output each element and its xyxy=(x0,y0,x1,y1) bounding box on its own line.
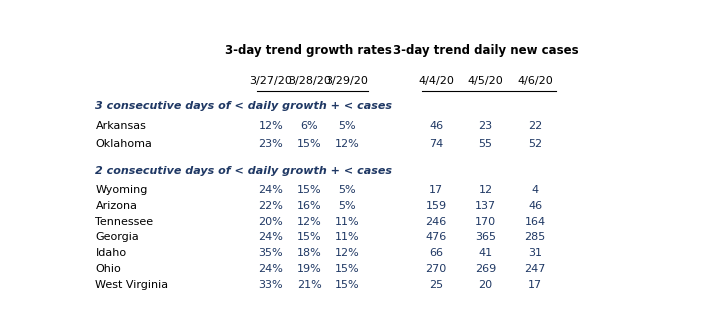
Text: West Virginia: West Virginia xyxy=(95,280,169,290)
Text: 15%: 15% xyxy=(297,185,321,195)
Text: 137: 137 xyxy=(475,201,496,211)
Text: Georgia: Georgia xyxy=(95,232,139,242)
Text: 15%: 15% xyxy=(297,232,321,242)
Text: Arizona: Arizona xyxy=(95,201,137,211)
Text: 476: 476 xyxy=(425,232,447,242)
Text: 74: 74 xyxy=(429,139,443,149)
Text: 31: 31 xyxy=(528,248,542,258)
Text: 21%: 21% xyxy=(297,280,321,290)
Text: 4/4/20: 4/4/20 xyxy=(418,76,454,86)
Text: Idaho: Idaho xyxy=(95,248,127,258)
Text: 4: 4 xyxy=(532,185,539,195)
Text: 17: 17 xyxy=(429,185,443,195)
Text: 6%: 6% xyxy=(301,121,318,131)
Text: 46: 46 xyxy=(429,121,443,131)
Text: 270: 270 xyxy=(425,264,447,274)
Text: 52: 52 xyxy=(528,139,542,149)
Text: 23: 23 xyxy=(479,121,493,131)
Text: 23%: 23% xyxy=(258,139,283,149)
Text: 18%: 18% xyxy=(297,248,321,258)
Text: 24%: 24% xyxy=(258,264,283,274)
Text: 41: 41 xyxy=(479,248,493,258)
Text: 35%: 35% xyxy=(258,248,283,258)
Text: 4/6/20: 4/6/20 xyxy=(518,76,553,86)
Text: 365: 365 xyxy=(475,232,496,242)
Text: 269: 269 xyxy=(475,264,496,274)
Text: 15%: 15% xyxy=(297,139,321,149)
Text: 11%: 11% xyxy=(334,217,359,227)
Text: 20: 20 xyxy=(479,280,493,290)
Text: 3-day trend daily new cases: 3-day trend daily new cases xyxy=(392,44,579,57)
Text: Wyoming: Wyoming xyxy=(95,185,148,195)
Text: 12%: 12% xyxy=(258,121,283,131)
Text: Tennessee: Tennessee xyxy=(95,217,154,227)
Text: 3/28/20: 3/28/20 xyxy=(288,76,331,86)
Text: Ohio: Ohio xyxy=(95,264,122,274)
Text: 12%: 12% xyxy=(334,248,359,258)
Text: 66: 66 xyxy=(429,248,443,258)
Text: 3-day trend growth rates: 3-day trend growth rates xyxy=(225,44,392,57)
Text: 3 consecutive days of < daily growth + < cases: 3 consecutive days of < daily growth + <… xyxy=(95,101,392,111)
Text: 22%: 22% xyxy=(258,201,283,211)
Text: 159: 159 xyxy=(425,201,447,211)
Text: 285: 285 xyxy=(525,232,546,242)
Text: 2 consecutive days of < daily growth + < cases: 2 consecutive days of < daily growth + <… xyxy=(95,166,392,176)
Text: 246: 246 xyxy=(425,217,447,227)
Text: 24%: 24% xyxy=(258,185,283,195)
Text: 3/29/20: 3/29/20 xyxy=(326,76,368,86)
Text: 25: 25 xyxy=(429,280,443,290)
Text: 17: 17 xyxy=(528,280,542,290)
Text: 15%: 15% xyxy=(334,280,359,290)
Text: 20%: 20% xyxy=(258,217,283,227)
Text: 5%: 5% xyxy=(338,201,356,211)
Text: 5%: 5% xyxy=(338,185,356,195)
Text: 170: 170 xyxy=(475,217,496,227)
Text: 24%: 24% xyxy=(258,232,283,242)
Text: 12: 12 xyxy=(479,185,493,195)
Text: 19%: 19% xyxy=(297,264,321,274)
Text: 12%: 12% xyxy=(297,217,321,227)
Text: 164: 164 xyxy=(525,217,546,227)
Text: 22: 22 xyxy=(528,121,542,131)
Text: 15%: 15% xyxy=(334,264,359,274)
Text: 46: 46 xyxy=(528,201,542,211)
Text: 4/5/20: 4/5/20 xyxy=(468,76,503,86)
Text: 11%: 11% xyxy=(334,232,359,242)
Text: 12%: 12% xyxy=(334,139,359,149)
Text: 3/27/20: 3/27/20 xyxy=(250,76,292,86)
Text: 5%: 5% xyxy=(338,121,356,131)
Text: Oklahoma: Oklahoma xyxy=(95,139,152,149)
Text: 33%: 33% xyxy=(258,280,283,290)
Text: 55: 55 xyxy=(479,139,493,149)
Text: 16%: 16% xyxy=(297,201,321,211)
Text: 247: 247 xyxy=(525,264,546,274)
Text: Arkansas: Arkansas xyxy=(95,121,146,131)
